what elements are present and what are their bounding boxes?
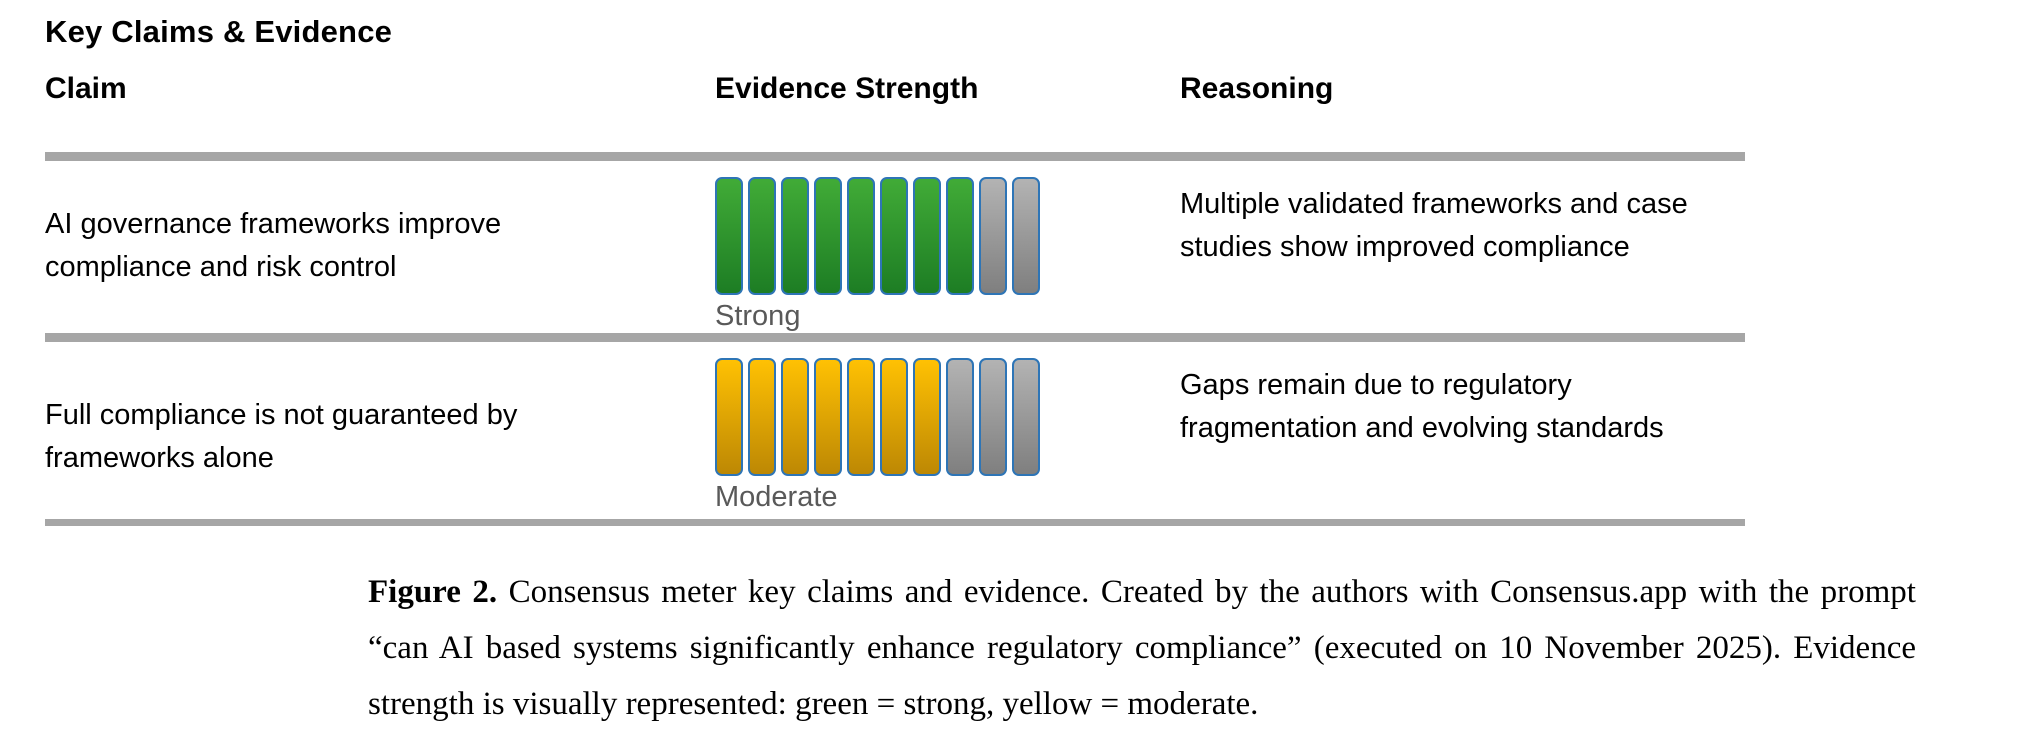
table-row: Full compliance is not guaranteed by fra… — [45, 342, 1745, 519]
claims-evidence-table: Claim Evidence Strength Reasoning AI gov… — [45, 72, 1745, 526]
figure-caption: Figure 2. Consensus meter key claims and… — [368, 564, 1916, 732]
figure-caption-text: Consensus meter key claims and evidence.… — [368, 574, 1916, 722]
claim-text: Full compliance is not guaranteed by fra… — [45, 399, 518, 474]
table-row: AI governance frameworks improve complia… — [45, 161, 1745, 333]
evidence-strength-label: Strong — [715, 300, 801, 332]
evidence-meter: Moderate — [715, 342, 1180, 514]
meter-segment-empty — [979, 358, 1007, 476]
meter-segment-filled — [748, 358, 776, 476]
column-header-evidence-strength: Evidence Strength — [715, 72, 979, 105]
meter-segment-empty — [979, 177, 1007, 295]
meter-segment-filled — [781, 177, 809, 295]
meter-segment-filled — [913, 358, 941, 476]
figure-caption-label: Figure 2. — [368, 574, 498, 610]
table-header-row: Claim Evidence Strength Reasoning — [45, 72, 1745, 152]
evidence-meter: Strong — [715, 161, 1180, 333]
table-rule-bottom — [45, 519, 1745, 526]
meter-segment-empty — [1012, 358, 1040, 476]
meter-segment-filled — [880, 177, 908, 295]
meter-segment-filled — [880, 358, 908, 476]
meter-segment-filled — [781, 358, 809, 476]
table-rule-middle — [45, 333, 1745, 342]
table-rule-top — [45, 152, 1745, 161]
reasoning-text: Gaps remain due to regulatory fragmentat… — [1180, 369, 1664, 444]
evidence-meter-bars — [715, 177, 1180, 295]
panel-title: Key Claims & Evidence — [45, 14, 393, 49]
meter-segment-filled — [913, 177, 941, 295]
meter-segment-empty — [1012, 177, 1040, 295]
meter-segment-filled — [748, 177, 776, 295]
meter-segment-filled — [715, 358, 743, 476]
evidence-meter-bars — [715, 358, 1180, 476]
reasoning-text: Multiple validated frameworks and case s… — [1180, 188, 1688, 263]
meter-segment-filled — [946, 177, 974, 295]
meter-segment-empty — [946, 358, 974, 476]
evidence-strength-label: Moderate — [715, 481, 838, 513]
meter-segment-filled — [847, 177, 875, 295]
column-header-reasoning: Reasoning — [1180, 72, 1334, 105]
meter-segment-filled — [847, 358, 875, 476]
meter-segment-filled — [814, 358, 842, 476]
meter-segment-filled — [814, 177, 842, 295]
claim-text: AI governance frameworks improve complia… — [45, 208, 502, 283]
column-header-claim: Claim — [45, 72, 127, 105]
meter-segment-filled — [715, 177, 743, 295]
